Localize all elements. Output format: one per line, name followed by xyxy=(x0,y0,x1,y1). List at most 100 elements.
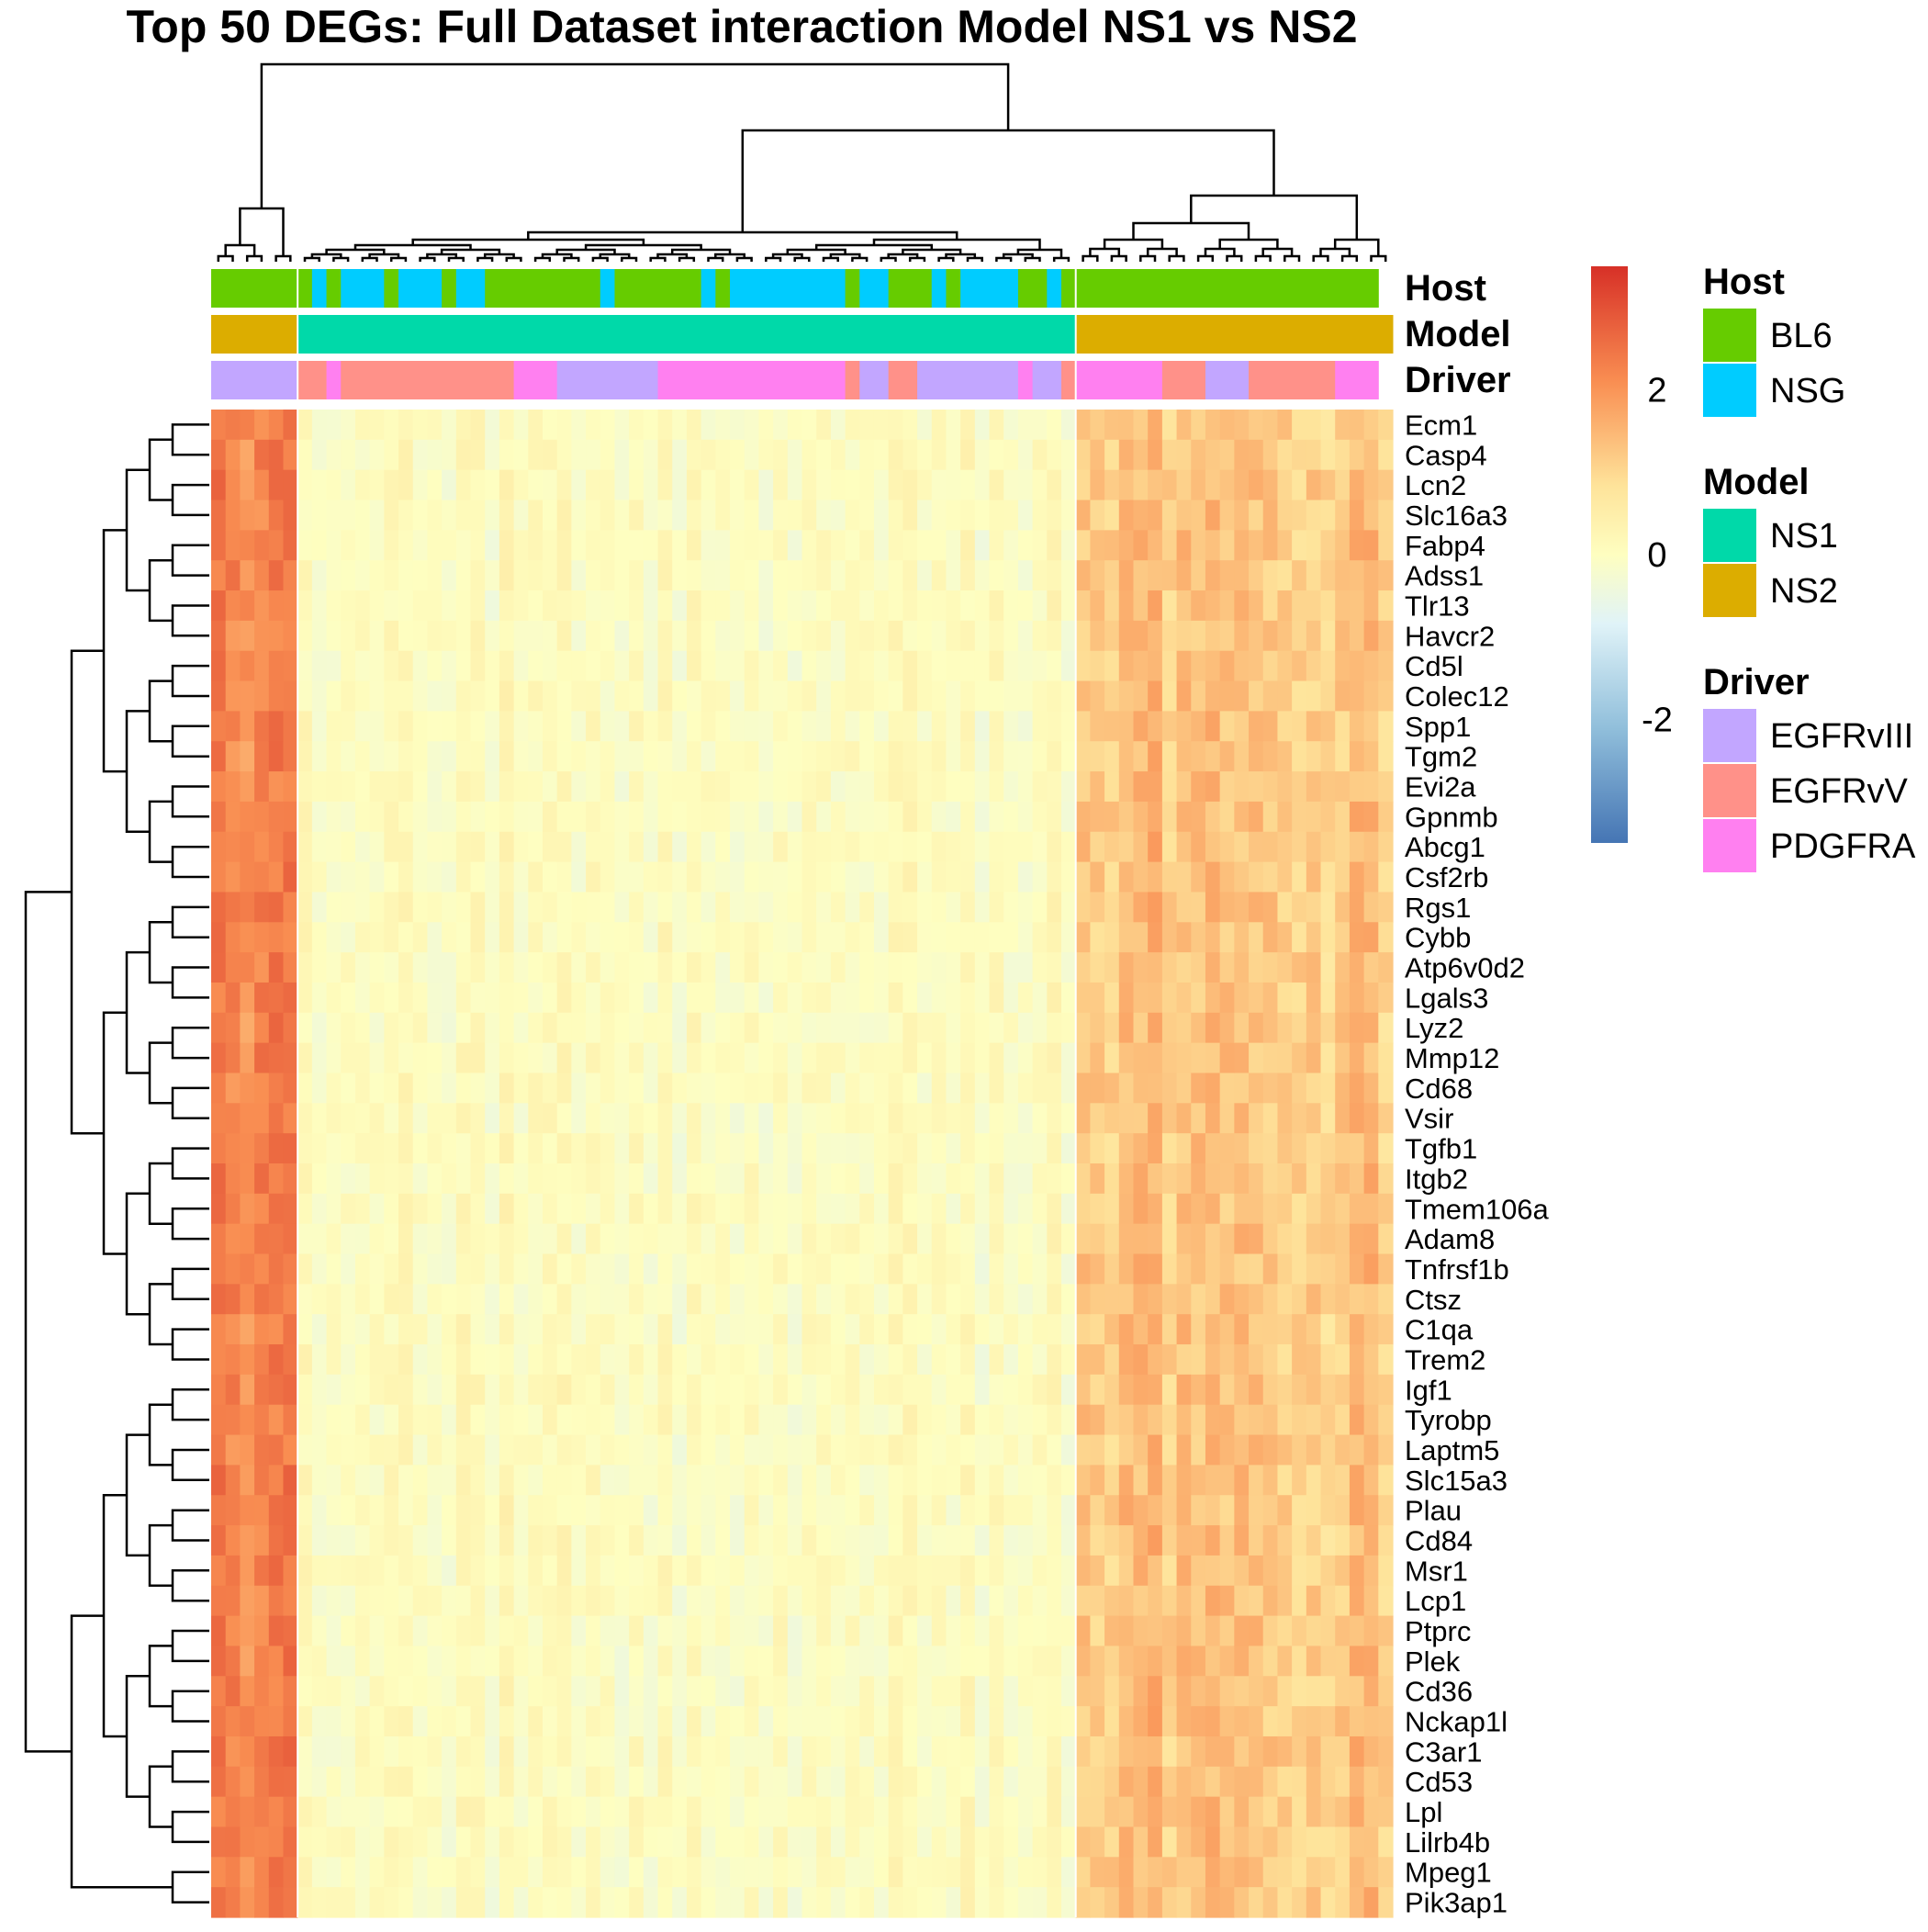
heatmap-cell xyxy=(614,1646,630,1677)
heatmap-cell xyxy=(989,831,1004,863)
heatmap-cell xyxy=(1104,1042,1120,1074)
heatmap-cell xyxy=(960,831,976,863)
heatmap-cell xyxy=(571,1887,587,1918)
heatmap-cell xyxy=(960,1465,976,1496)
heatmap-cell xyxy=(542,1555,558,1587)
heatmap-cell xyxy=(268,1193,285,1225)
heatmap-cell xyxy=(701,1012,716,1044)
column-dendrogram-branch xyxy=(224,243,256,256)
heatmap-cell xyxy=(1061,1163,1077,1195)
heatmap-cell xyxy=(254,1706,270,1737)
heatmap-cell xyxy=(556,620,572,652)
heatmap-cell xyxy=(931,1374,947,1406)
heatmap-cell xyxy=(657,922,673,953)
heatmap-cell xyxy=(946,560,961,591)
heatmap-cell xyxy=(1378,410,1394,441)
heatmap-cell xyxy=(1262,1615,1279,1647)
heatmap-cell xyxy=(571,1796,587,1828)
heatmap-cell xyxy=(672,530,688,561)
heatmap-cell xyxy=(946,861,961,893)
heatmap-cell xyxy=(1234,1857,1250,1888)
heatmap-cell xyxy=(1090,680,1105,712)
heatmap-cell xyxy=(412,1374,429,1406)
heatmap-cell xyxy=(715,530,731,561)
heatmap-cell xyxy=(1104,1555,1120,1587)
heatmap-cell xyxy=(1090,1646,1105,1677)
heatmap-cell xyxy=(974,711,991,742)
heatmap-cell xyxy=(701,1735,716,1768)
heatmap-cell xyxy=(686,1193,702,1225)
heatmap-cell xyxy=(499,1857,515,1888)
heatmap-cell xyxy=(1205,1676,1221,1707)
heatmap-cell xyxy=(1118,1012,1135,1044)
heatmap-cell xyxy=(268,1253,285,1285)
heatmap-cell xyxy=(1349,1615,1365,1647)
heatmap-cell xyxy=(931,1284,947,1315)
heatmap-cell xyxy=(744,1314,760,1345)
heatmap-cell xyxy=(715,1193,731,1225)
heatmap-cell xyxy=(485,439,500,471)
heatmap-cell xyxy=(1191,1796,1206,1828)
heatmap-cell xyxy=(556,1525,572,1556)
heatmap-cell xyxy=(1017,469,1034,501)
heatmap-cell xyxy=(1378,1314,1394,1345)
heatmap-cell xyxy=(384,1525,399,1556)
heatmap-cell xyxy=(1075,439,1092,471)
heatmap-cell xyxy=(773,1646,789,1677)
heatmap-cell xyxy=(773,1706,789,1737)
heatmap-cell xyxy=(1335,831,1351,863)
heatmap-cell xyxy=(946,530,961,561)
heatmap-cell xyxy=(1262,741,1279,772)
heatmap-cell xyxy=(1205,1374,1221,1406)
heatmap-cell xyxy=(643,1495,659,1526)
heatmap-cell xyxy=(1118,1133,1135,1164)
heatmap-cell xyxy=(211,1857,227,1888)
heatmap-cell xyxy=(1161,1555,1178,1587)
heatmap-cell xyxy=(542,1253,558,1285)
heatmap-cell xyxy=(571,741,587,772)
heatmap-cell xyxy=(542,1103,558,1134)
heatmap-cell xyxy=(1335,560,1351,591)
heatmap-cell xyxy=(1205,1646,1221,1677)
heatmap-cell xyxy=(888,861,903,893)
heatmap-cell xyxy=(1191,590,1206,622)
heatmap-cell xyxy=(773,1585,789,1617)
heatmap-cell xyxy=(1320,1404,1336,1436)
heatmap-cell xyxy=(528,1887,544,1918)
heatmap-cell xyxy=(643,1284,659,1315)
row-dendrogram-branch xyxy=(102,1493,127,1738)
heatmap-cell xyxy=(311,410,328,441)
heatmap-cell xyxy=(888,1314,903,1345)
heatmap-cell xyxy=(1234,500,1250,531)
annotation-driver-segment xyxy=(1161,361,1206,399)
heatmap-cell xyxy=(1017,771,1034,803)
heatmap-cell xyxy=(369,771,385,803)
heatmap-cell xyxy=(816,1344,832,1376)
heatmap-cell xyxy=(1306,560,1322,591)
heatmap-cell xyxy=(946,1555,961,1587)
heatmap-cell xyxy=(485,1253,500,1285)
heatmap-cell xyxy=(513,1495,529,1526)
heatmap-cell xyxy=(513,1735,529,1768)
heatmap-cell xyxy=(1320,1735,1336,1768)
heatmap-cell xyxy=(1335,1525,1351,1556)
heatmap-cell xyxy=(1148,590,1163,622)
heatmap-cell xyxy=(1219,1253,1235,1285)
heatmap-cell xyxy=(672,1344,688,1376)
heatmap-cell xyxy=(1118,469,1135,501)
heatmap-cell xyxy=(571,1826,587,1858)
heatmap-cell xyxy=(1032,1284,1048,1315)
heatmap-cell xyxy=(1349,1796,1365,1828)
heatmap-cell xyxy=(1277,1887,1293,1918)
heatmap-cell xyxy=(1205,1193,1221,1225)
heatmap-cell xyxy=(311,469,328,501)
heatmap-cell xyxy=(917,1735,933,1768)
heatmap-cell xyxy=(1017,410,1034,441)
heatmap-cell xyxy=(701,1073,716,1104)
heatmap-cell xyxy=(1118,982,1135,1014)
heatmap-cell xyxy=(730,892,745,923)
heatmap-cell xyxy=(311,1284,328,1315)
heatmap-cell xyxy=(268,1735,285,1768)
heatmap-cell xyxy=(917,1465,933,1496)
heatmap-cell xyxy=(1104,1796,1120,1828)
